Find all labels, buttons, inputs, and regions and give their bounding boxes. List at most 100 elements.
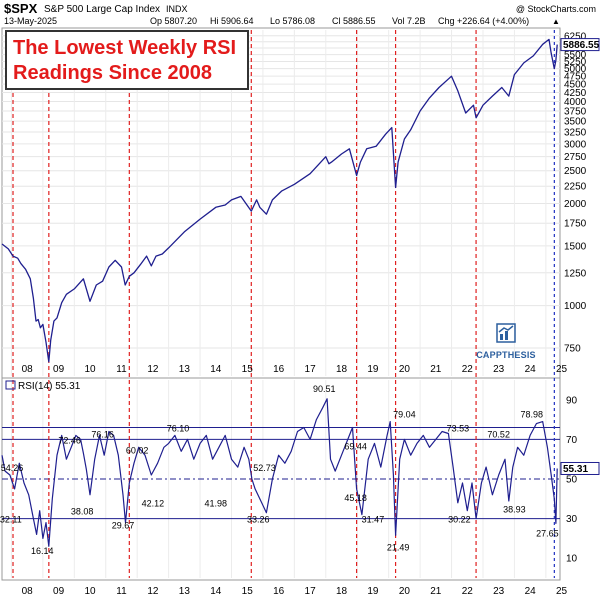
price-y-tick-label: 4750 bbox=[564, 72, 587, 83]
price-y-tick-label: 4500 bbox=[564, 80, 587, 91]
price-y-tick-label: 5250 bbox=[564, 57, 587, 68]
price-x-tick-label: 23 bbox=[493, 364, 505, 375]
price-x-tick-label: 20 bbox=[399, 364, 411, 375]
rsi-annotation: 78.98 bbox=[520, 410, 543, 420]
header-name: S&P 500 Large Cap Index bbox=[44, 4, 160, 15]
rsi-x-axis: 08 09 10 11 12 13 14 15 16 17 18 19 20 21 22 23 24 25 bbox=[22, 586, 568, 597]
price-x-tick-label: 12 bbox=[147, 364, 159, 375]
rsi-annotation: 76.16 bbox=[91, 429, 114, 439]
price-y-tick-label: 3000 bbox=[564, 139, 587, 150]
rsi-annotation: 38.93 bbox=[503, 505, 526, 515]
rsi-annotation: 27.65 bbox=[536, 528, 559, 538]
rsi-x-tick-label: 21 bbox=[430, 586, 442, 597]
price-y-tick-label: 1250 bbox=[564, 268, 587, 279]
rsi-annotation: 29.67 bbox=[112, 521, 135, 531]
rsi-last-value-badge: 55.31 bbox=[560, 461, 600, 475]
price-x-tick-label: 08 bbox=[22, 364, 34, 375]
price-y-tick-label: 750 bbox=[564, 343, 581, 354]
price-x-tick-label: 11 bbox=[116, 364, 127, 375]
rsi-annotation: 69.44 bbox=[344, 441, 367, 451]
rsi-x-tick-label: 11 bbox=[116, 586, 127, 597]
rsi-annotation: 42.12 bbox=[142, 499, 165, 509]
price-y-tick-label: 5000 bbox=[564, 64, 587, 75]
rsi-annotation: 70.52 bbox=[487, 429, 510, 439]
header-low: Lo 5786.08 bbox=[270, 16, 315, 26]
rsi-annotation: 30.22 bbox=[448, 515, 471, 525]
price-x-tick-label: 13 bbox=[179, 364, 191, 375]
price-y-tick-label: 3250 bbox=[564, 128, 587, 139]
price-y-tick-label: 1000 bbox=[564, 301, 587, 312]
price-y-tick-label: 3750 bbox=[564, 106, 587, 117]
price-series bbox=[1, 38, 558, 363]
header-change: Chg +226.64 (+4.00%) bbox=[438, 16, 529, 26]
rsi-annotation: 72.46 bbox=[58, 435, 81, 445]
rsi-annotation: 60.02 bbox=[126, 445, 149, 455]
rsi-y-axis: 10 30 50 70 90 bbox=[566, 395, 578, 564]
price-y-axis: 7501000125015001750200022502500275030003… bbox=[564, 31, 587, 354]
price-y-tick-label: 1750 bbox=[564, 219, 587, 230]
header-symbol: $SPX bbox=[4, 1, 38, 16]
headline-line-2: Readings Since 2008 bbox=[13, 62, 212, 84]
price-x-tick-label: 18 bbox=[336, 364, 348, 375]
price-last-value-badge-label: 5886.55 bbox=[563, 40, 600, 51]
rsi-last-value-badge-label: 55.31 bbox=[563, 464, 588, 475]
price-x-tick-label: 24 bbox=[525, 364, 537, 375]
price-x-axis: 08 09 10 11 12 13 14 15 16 17 18 19 20 21 22 23 24 25 bbox=[22, 364, 568, 375]
header-change-marker: ▲ bbox=[552, 17, 560, 26]
rsi-y-tick-label: 10 bbox=[566, 554, 578, 565]
rsi-annotation: 76.10 bbox=[167, 423, 190, 433]
price-x-tick-label: 21 bbox=[430, 364, 442, 375]
header-open: Op 5807.20 bbox=[150, 16, 197, 26]
rsi-x-tick-label: 15 bbox=[242, 586, 254, 597]
price-x-tick-label: 22 bbox=[462, 364, 474, 375]
rsi-series bbox=[1, 398, 558, 547]
rsi-grid bbox=[2, 380, 560, 578]
rsi-x-tick-label: 20 bbox=[399, 586, 411, 597]
rsi-x-tick-label: 17 bbox=[305, 586, 317, 597]
price-y-tick-label: 2750 bbox=[564, 152, 587, 163]
rsi-x-tick-label: 14 bbox=[210, 586, 222, 597]
rsi-x-tick-label: 23 bbox=[493, 586, 505, 597]
rsi-x-tick-label: 19 bbox=[367, 586, 379, 597]
headline-line-1: The Lowest Weekly RSI bbox=[13, 37, 237, 59]
price-y-tick-label: 4000 bbox=[564, 97, 587, 108]
rsi-x-tick-label: 18 bbox=[336, 586, 348, 597]
rsi-legend-swatch bbox=[5, 380, 16, 390]
price-y-tick-label: 3500 bbox=[564, 117, 587, 128]
header-high: Hi 5906.64 bbox=[210, 16, 254, 26]
rsi-annotation: 90.51 bbox=[313, 384, 336, 394]
rsi-annotation: 21.49 bbox=[387, 542, 410, 552]
rsi-y-tick-label: 30 bbox=[566, 514, 578, 525]
price-line bbox=[1, 38, 558, 363]
price-x-tick-label: 15 bbox=[242, 364, 254, 375]
price-x-tick-label: 25 bbox=[556, 364, 568, 375]
rsi-x-tick-label: 08 bbox=[22, 586, 34, 597]
price-x-tick-label: 19 bbox=[367, 364, 379, 375]
rsi-annotation: 38.08 bbox=[71, 507, 94, 517]
price-x-tick-label: 10 bbox=[84, 364, 96, 375]
price-y-tick-label: 2250 bbox=[564, 182, 587, 193]
rsi-annotation: 79.04 bbox=[393, 410, 416, 420]
rsi-annotation: 41.98 bbox=[205, 499, 228, 509]
rsi-x-tick-label: 12 bbox=[147, 586, 159, 597]
rsi-x-tick-label: 10 bbox=[84, 586, 96, 597]
rsi-annotation: 31.47 bbox=[362, 515, 385, 525]
price-y-tick-label: 4250 bbox=[564, 88, 587, 99]
rsi-annotation: 73.53 bbox=[447, 423, 470, 433]
rsi-annotation: 32.11 bbox=[0, 515, 22, 525]
price-y-tick-label: 2000 bbox=[564, 199, 587, 210]
rsi-y-tick-label: 70 bbox=[566, 435, 578, 446]
headline-box: The Lowest Weekly RSI Readings Since 200… bbox=[5, 30, 249, 90]
rsi-annotation: 52.73 bbox=[253, 463, 276, 473]
header-volume: Vol 7.2B bbox=[392, 16, 426, 26]
rsi-annotation: 54.26 bbox=[1, 463, 24, 473]
capp-logo-text: CAPPTHESIS bbox=[476, 350, 536, 360]
price-y-tick-label: 5500 bbox=[564, 50, 587, 61]
rsi-annotation: 33.26 bbox=[247, 515, 270, 525]
price-y-tick-label: 6250 bbox=[564, 31, 587, 42]
header-date: 13-May-2025 bbox=[4, 16, 57, 26]
capp-logo: CAPPTHESIS bbox=[470, 323, 542, 360]
price-x-tick-label: 09 bbox=[53, 364, 65, 375]
price-y-tick-label: 1500 bbox=[564, 241, 587, 252]
